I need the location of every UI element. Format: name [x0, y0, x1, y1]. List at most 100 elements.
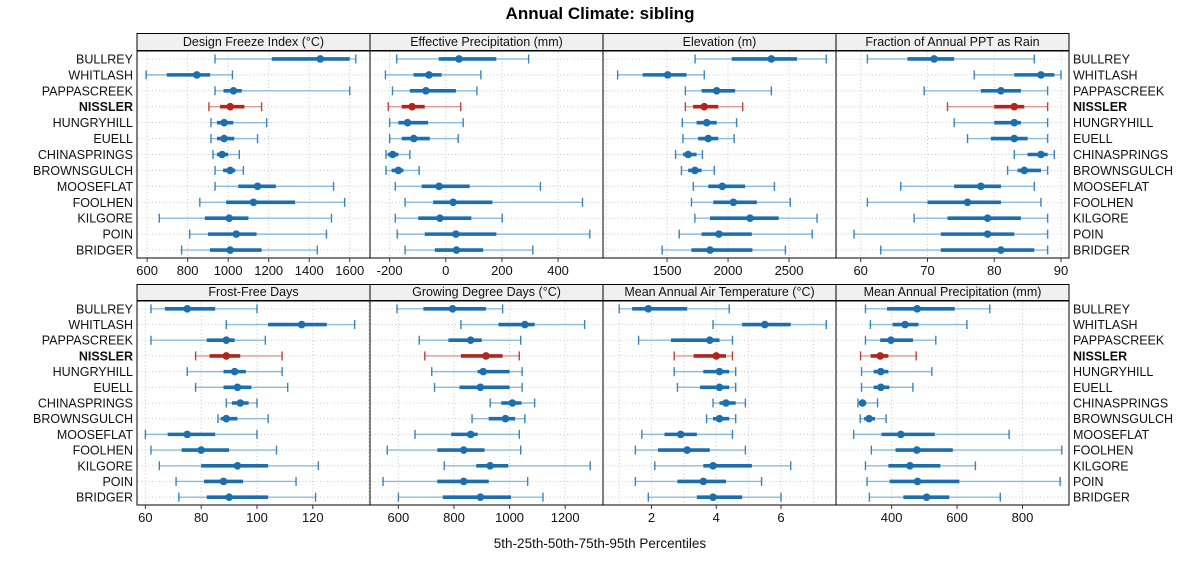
median-dot — [997, 87, 1005, 95]
x-tick-label: 2000 — [714, 263, 743, 278]
median-dot — [436, 214, 444, 222]
percentile-row — [866, 197, 1042, 207]
x-tick-label: 2 — [648, 510, 655, 525]
median-dot — [508, 399, 517, 407]
median-dot — [459, 477, 468, 486]
percentile-row — [180, 245, 319, 255]
site-label-left: NISSLER — [79, 349, 133, 363]
median-dot — [220, 134, 228, 143]
panel-strip-title: Effective Precipitation (mm) — [410, 35, 563, 49]
percentile-row — [158, 213, 333, 223]
median-dot — [435, 182, 443, 191]
median-dot — [297, 320, 306, 329]
percentile-row — [150, 335, 267, 345]
site-label-right: MOOSEFLAT — [1073, 428, 1150, 442]
median-dot — [718, 182, 727, 191]
median-dot — [712, 87, 721, 95]
percentile-row — [388, 134, 459, 144]
median-dot — [930, 55, 938, 63]
median-dot — [704, 134, 713, 143]
percentile-row — [647, 492, 782, 502]
median-dot — [218, 150, 226, 159]
median-dot — [192, 71, 201, 79]
percentile-row — [214, 54, 357, 64]
median-dot — [422, 87, 430, 95]
percentile-row — [489, 398, 536, 408]
site-label-left: HUNGRYHILL — [53, 365, 133, 379]
site-label-right: HUNGRYHILL — [1073, 365, 1153, 379]
site-label-right: WHITLASH — [1073, 318, 1138, 332]
median-dot — [901, 320, 909, 329]
median-dot — [1010, 134, 1019, 143]
median-dot — [715, 367, 724, 376]
median-dot — [1010, 118, 1019, 127]
percentile-row — [385, 165, 420, 175]
site-label-right: KILGORE — [1073, 212, 1129, 226]
median-dot — [683, 446, 691, 454]
percentile-row — [384, 70, 482, 80]
x-tick-label: 1000 — [214, 263, 243, 278]
percentile-row — [673, 367, 737, 377]
median-dot — [1010, 102, 1019, 111]
median-dot — [253, 182, 262, 191]
x-tick-label: 100 — [246, 510, 268, 525]
panel: Elevation (m) 1500 2000 2500 — [602, 33, 837, 278]
percentile-row — [395, 54, 530, 64]
median-dot — [466, 430, 475, 439]
percentile-row — [946, 102, 1049, 112]
x-tick-label: 200 — [491, 263, 513, 278]
x-tick-label: 800 — [1012, 510, 1034, 525]
panel: Frost-Free Days 60 80 100 120 — [136, 284, 371, 525]
percentile-row — [199, 197, 346, 207]
percentile-row — [690, 197, 791, 207]
percentile-row — [869, 320, 968, 330]
site-label-right: PAPPASCREEK — [1073, 334, 1165, 348]
percentile-row — [225, 320, 356, 330]
percentile-row — [641, 429, 734, 439]
x-axis: 60 80 100 120 — [138, 505, 324, 525]
x-tick-label: 70 — [920, 263, 934, 278]
x-tick-label: 0 — [442, 263, 449, 278]
percentile-row — [397, 492, 544, 502]
site-label-right: POIN — [1073, 228, 1104, 242]
percentile-row — [694, 54, 827, 64]
x-tick-label: 2500 — [775, 263, 804, 278]
median-dot — [394, 166, 403, 175]
site-label-right: MOOSEFLAT — [1073, 180, 1150, 194]
median-dot — [452, 230, 460, 238]
median-dot — [222, 352, 231, 360]
x-tick-label: 1000 — [495, 510, 524, 525]
percentile-row — [208, 102, 263, 112]
percentile-row — [150, 304, 258, 314]
median-dot — [455, 55, 463, 63]
percentile-row — [394, 213, 503, 223]
median-dot — [183, 430, 192, 439]
panel: Effective Precipitation (mm) -200 0 200 400 — [369, 33, 604, 278]
percentile-row — [225, 398, 258, 408]
median-dot — [767, 55, 776, 63]
percentile-row — [460, 320, 586, 330]
percentile-row — [210, 118, 268, 128]
x-tick-label: 1600 — [335, 263, 364, 278]
percentile-row — [680, 165, 715, 175]
x-axis: 600 800 1000 1200 — [388, 505, 580, 525]
site-label-right: NISSLER — [1073, 349, 1127, 363]
median-dot — [409, 134, 418, 143]
x-axis: 600 800 1000 1200 1400 1600 — [136, 258, 364, 278]
x-tick-label: 400 — [547, 263, 569, 278]
site-label-right: EUELL — [1073, 381, 1113, 395]
percentile-row — [388, 118, 464, 128]
percentile-row — [186, 367, 283, 377]
x-axis: 400 600 800 — [881, 505, 1034, 525]
median-dot — [913, 477, 922, 486]
median-dot — [316, 55, 325, 63]
median-dot — [709, 461, 717, 470]
percentile-row — [386, 445, 522, 455]
x-tick-label: 80 — [987, 263, 1001, 278]
median-dot — [997, 246, 1005, 254]
median-dot — [388, 150, 397, 159]
median-dot — [858, 399, 867, 407]
median-dot — [729, 198, 738, 207]
percentile-row — [431, 367, 523, 377]
